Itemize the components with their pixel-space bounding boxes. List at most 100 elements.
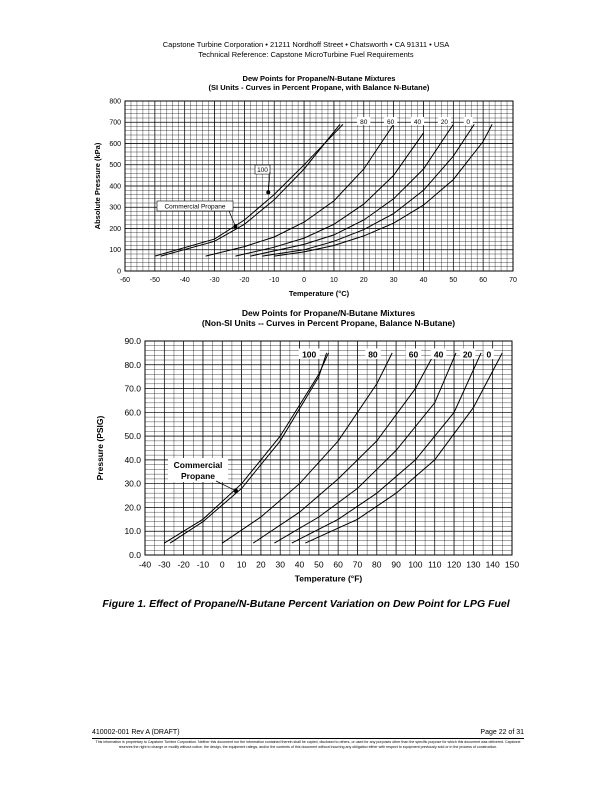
chart2-curve-label-bg [365,348,381,360]
chart2-series-line-60 [252,352,436,544]
chart2-callout-leader [215,480,236,492]
chart1-x-tick-label: 20 [360,277,368,284]
chart1-series-line-60 [235,132,424,257]
chart1-callout-leader [267,171,271,193]
chart-si-svg: Dew Points for Propane/N-Butane Mixtures… [93,74,517,298]
chart2-y-tick-label: 50.0 [124,431,141,441]
chart1-series-line-100 [154,124,344,257]
chart2-x-tick-label: 90 [391,560,401,570]
chart2-x-tick-label: 140 [486,560,500,570]
chart1-x-tick-label: -30 [209,277,219,284]
chart2-x-tick-label: 110 [428,560,442,570]
chart1-x-tick-label: -10 [269,277,279,284]
chart2-x-tick-label: -10 [197,560,210,570]
chart2-y-tick-label: 80.0 [124,360,141,370]
chart2-series-line-commercial-propane [169,352,328,544]
chart1-series-line-20 [262,124,475,257]
chart1-x-tick-label: -50 [150,277,160,284]
chart1-y-tick-label: 0 [117,268,121,275]
chart2-x-tick-label: 150 [505,560,519,570]
chart1-y-tick-label: 700 [109,120,121,127]
chart2-x-tick-label: 120 [447,560,461,570]
chart2-x-tick-label: 0 [220,560,225,570]
chart2-curve-label-bg [459,348,476,360]
chart2-title: Dew Points for Propane/N-Butane Mixtures [242,308,416,318]
chart2-series-line-20 [291,352,482,544]
chart2-curve-label: 0 [486,349,491,359]
chart2-curve-label-bg [483,348,494,360]
chart1-curve-label: 60 [387,119,395,126]
chart1-x-axis-label: Temperature (°C) [289,289,350,298]
chart2-series-line-40 [274,352,457,544]
footer-doc-number: 410002-001 Rev A (DRAFT) [92,729,180,736]
chart1-curve-label: 80 [360,119,368,126]
chart1-x-tick-label: -40 [180,277,190,284]
chart1-curve-label-bg [463,117,473,126]
chart2-curve-label-bg [430,348,447,360]
chart2-x-tick-label: -40 [139,560,152,570]
chart1-series-line-commercial-propane [160,124,341,257]
chart1-callout-box [156,200,234,212]
chart2-y-axis-label: Pressure (PSIG) [95,415,105,480]
chart1-callout-point [266,190,271,195]
chart2-x-tick-label: 10 [237,560,247,570]
chart2-y-tick-label: 40.0 [124,455,141,465]
chart1-callout-label-commercial: Commercial Propane [164,204,225,211]
chart2-subtitle: (Non-SI Units -- Curves in Percent Propa… [202,318,455,328]
chart-non-si-svg: Dew Points for Propane/N-Butane Mixtures… [95,308,519,584]
chart2-y-tick-label: 20.0 [124,502,141,512]
chart1-subtitle: (SI Units - Curves in Percent Propane, w… [209,83,430,92]
chart2-x-tick-label: 30 [275,560,285,570]
chart2-x-tick-label: 70 [353,560,363,570]
chart1-series-line-0 [274,124,493,257]
chart1-curve-label-bg [384,117,398,126]
chart1-callout-point [233,224,238,229]
chart2-curve-label: 100 [302,349,316,359]
chart1-x-tick-label: 60 [479,277,487,284]
chart1-y-tick-label: 600 [109,141,121,148]
chart2-callout-label-line2: Propane [181,471,215,481]
chart1-curve-label-bg [357,117,371,126]
chart-non-si-units: Dew Points for Propane/N-Butane Mixtures… [0,306,612,601]
chart2-series-line-80 [222,352,393,544]
chart2-series-line-0 [305,352,503,544]
chart1-y-tick-label: 300 [109,205,121,212]
chart2-curve-label: 80 [368,349,378,359]
figure-caption: Figure 1. Effect of Propane/N-Butane Per… [102,598,510,610]
chart1-title: Dew Points for Propane/N-Butane Mixtures [243,74,396,83]
chart2-curve-label-bg [405,348,422,360]
chart2-curve-label-bg [298,348,320,360]
chart2-x-tick-label: 100 [408,560,422,570]
chart1-curve-label: 20 [441,119,449,126]
chart1-curve-label-bg [410,117,425,126]
chart1-x-tick-label: 10 [330,277,338,284]
chart2-x-axis-label: Temperature (°F) [295,574,363,584]
chart1-x-tick-label: -60 [120,277,130,284]
chart2-x-tick-label: -20 [177,560,190,570]
chart1-x-tick-label: 50 [449,277,457,284]
chart2-y-tick-label: 30.0 [124,479,141,489]
footer-page-number: Page 22 of 31 [480,729,524,736]
chart2-callout-box [168,458,228,482]
chart2-y-tick-label: 0.0 [129,550,141,560]
chart2-curve-label: 60 [409,349,419,359]
chart2-curve-label: 20 [463,349,473,359]
chart2-x-tick-label: 130 [466,560,480,570]
chart1-callout-box [254,164,271,175]
chart2-y-tick-label: 60.0 [124,407,141,417]
chart2-x-tick-label: 20 [256,560,266,570]
chart2-x-tick-label: 40 [295,560,305,570]
chart1-callout-leader [228,210,236,227]
chart1-series-line-80 [205,124,395,257]
chart1-x-tick-label: 30 [390,277,398,284]
chart1-x-tick-label: 0 [302,277,306,284]
chart1-x-tick-label: -20 [239,277,249,284]
chart2-series-line-100 [164,352,329,544]
chart1-y-tick-label: 100 [109,247,121,254]
chart1-curve-label-bg [437,117,451,126]
chart1-curve-label: 0 [466,119,470,126]
chart1-callout-label-100: 100 [257,167,268,174]
chart1-x-tick-label: 40 [420,277,428,284]
chart2-callout-point [233,488,238,493]
chart1-y-tick-label: 400 [109,183,121,190]
